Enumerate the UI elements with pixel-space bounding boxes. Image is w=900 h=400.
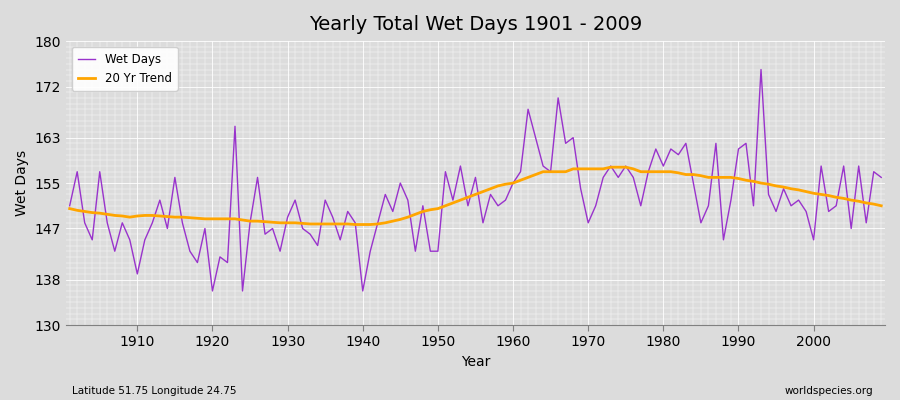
Text: worldspecies.org: worldspecies.org (785, 386, 873, 396)
Text: Latitude 51.75 Longitude 24.75: Latitude 51.75 Longitude 24.75 (72, 386, 237, 396)
Wet Days (756, 67, 767, 72)
Wet Days (64, 203, 75, 208)
Legend: Wet Days, 20 Yr Trend: Wet Days, 20 Yr Trend (72, 47, 178, 91)
20 Yr Trend (124, 215, 135, 220)
20 Yr Trend (613, 165, 624, 170)
20 Yr Trend (606, 165, 616, 170)
20 Yr Trend (350, 222, 361, 227)
Wet Days (606, 164, 616, 168)
Wet Days (508, 181, 518, 186)
Line: Wet Days: Wet Days (69, 70, 881, 291)
20 Yr Trend (508, 181, 518, 186)
20 Yr Trend (335, 222, 346, 226)
20 Yr Trend (876, 203, 886, 208)
X-axis label: Year: Year (461, 355, 491, 369)
Wet Days (876, 175, 886, 180)
Wet Days (124, 238, 135, 242)
Line: 20 Yr Trend: 20 Yr Trend (69, 167, 881, 224)
Title: Yearly Total Wet Days 1901 - 2009: Yearly Total Wet Days 1901 - 2009 (309, 15, 642, 34)
Wet Days (515, 169, 526, 174)
Wet Days (342, 209, 353, 214)
Wet Days (297, 226, 308, 231)
20 Yr Trend (64, 206, 75, 211)
20 Yr Trend (515, 178, 526, 183)
Y-axis label: Wet Days: Wet Days (15, 150, 29, 216)
Wet Days (207, 288, 218, 293)
20 Yr Trend (290, 220, 301, 225)
